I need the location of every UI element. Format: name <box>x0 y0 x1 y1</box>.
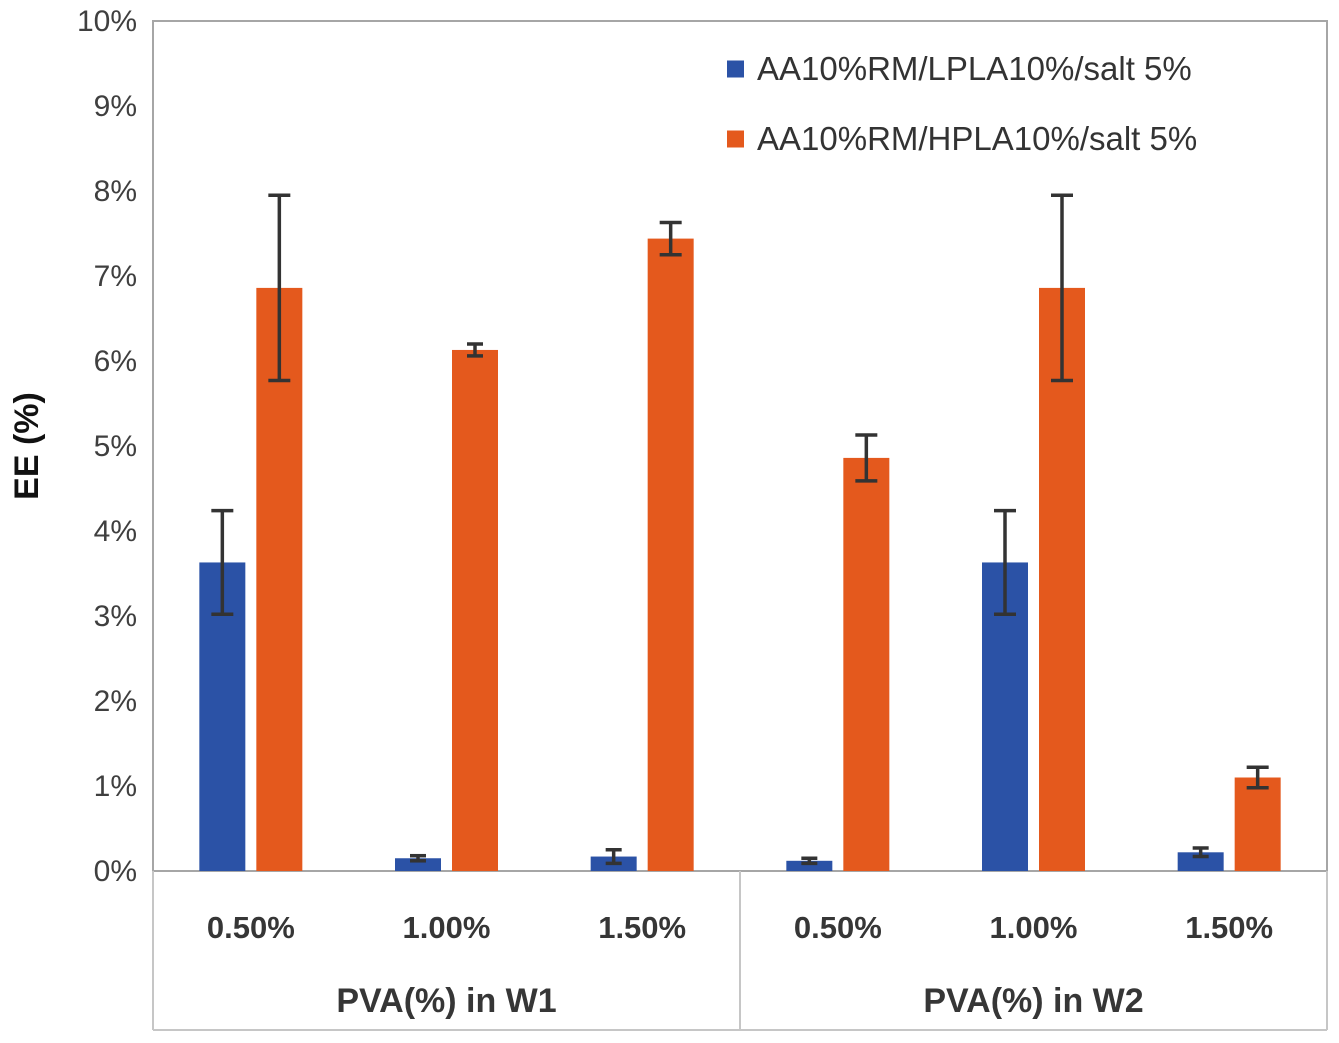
y-tick-label: 4% <box>94 515 137 548</box>
bar-hpla-1.50% <box>647 238 694 872</box>
bar-hpla-0.50% <box>256 287 303 871</box>
group-label: PVA(%) in W2 <box>923 982 1143 1020</box>
y-tick-label: 6% <box>94 345 137 378</box>
bar-lpla-0.50% <box>786 860 833 871</box>
y-tick-label: 3% <box>94 600 137 633</box>
y-tick-label: 2% <box>94 685 137 718</box>
category-label: 0.50% <box>794 910 882 945</box>
bar-hpla-0.50% <box>843 457 890 871</box>
bar-lpla-1.00% <box>395 858 441 871</box>
y-tick-label: 0% <box>94 855 137 888</box>
legend-swatch <box>727 130 744 148</box>
bar-hpla-1.50% <box>1234 777 1281 871</box>
category-label: 1.50% <box>1185 910 1273 945</box>
bar-lpla-1.50% <box>1177 852 1224 871</box>
y-axis-title: EE (%) <box>8 392 46 500</box>
category-label: 1.50% <box>598 910 686 945</box>
y-tick-label: 8% <box>94 175 137 208</box>
bar-hpla-1.00% <box>1039 287 1085 871</box>
y-tick-label: 7% <box>94 260 137 293</box>
group-label: PVA(%) in W1 <box>336 982 556 1020</box>
legend-label: AA10%RM/LPLA10%/salt 5% <box>757 50 1192 87</box>
y-tick-label: 10% <box>77 5 137 38</box>
y-tick-label: 5% <box>94 430 137 463</box>
legend-label: AA10%RM/HPLA10%/salt 5% <box>757 120 1197 157</box>
legend-swatch <box>727 60 744 78</box>
y-tick-label: 1% <box>94 770 137 803</box>
y-tick-label: 9% <box>94 90 137 123</box>
category-label: 1.00% <box>990 910 1078 945</box>
category-label: 1.00% <box>403 910 491 945</box>
category-label: 0.50% <box>207 910 295 945</box>
bar-hpla-1.00% <box>452 349 498 871</box>
